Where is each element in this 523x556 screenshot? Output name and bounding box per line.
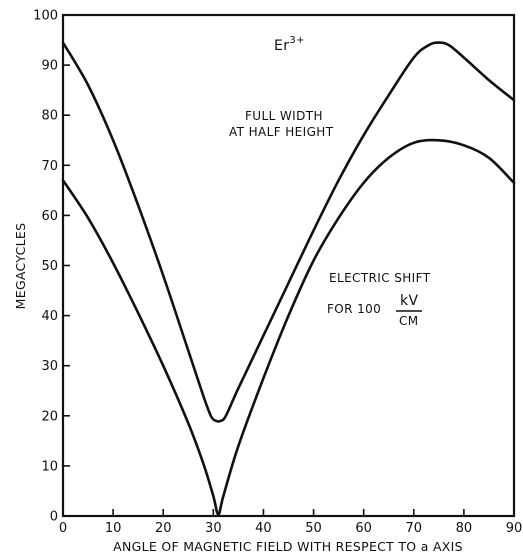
x-tick-label: 10 <box>105 521 122 536</box>
ion-symbol: Er <box>274 38 289 54</box>
series-line-electric-shift <box>61 138 516 516</box>
y-tick-label: 50 <box>41 259 58 274</box>
x-tick-label: 70 <box>406 521 423 536</box>
x-tick-label: 50 <box>305 521 322 536</box>
fwhm-label-line2: AT HALF HEIGHT <box>229 125 334 139</box>
shift-unit-denominator: CM <box>399 314 419 328</box>
x-tick-label: 0 <box>59 521 67 536</box>
y-axis-title: MEGACYCLES <box>13 223 28 310</box>
y-tick-label: 0 <box>50 510 58 525</box>
y-tick-label: 80 <box>41 109 58 124</box>
x-axis-ticks: 0 10 20 30 40 50 60 70 80 90 <box>59 509 522 536</box>
y-tick-label: 90 <box>41 59 58 74</box>
ion-annotation: Er3+ <box>274 35 305 54</box>
fwhm-label-line1: FULL WIDTH <box>245 109 323 123</box>
shift-unit-numerator: kV <box>400 293 419 309</box>
ion-charge: 3+ <box>289 35 305 46</box>
plot-frame <box>61 13 516 518</box>
y-tick-label: 30 <box>41 359 58 374</box>
shift-label-line2: FOR 100 <box>327 302 381 316</box>
x-tick-label: 20 <box>155 521 172 536</box>
series-group <box>61 41 516 516</box>
y-axis-ticks: 0 10 20 30 40 50 60 70 80 90 100 <box>33 9 70 525</box>
y-tick-label: 40 <box>41 309 58 324</box>
y-tick-label: 20 <box>41 409 58 424</box>
y-tick-label: 100 <box>33 9 58 24</box>
y-tick-label: 60 <box>41 209 58 224</box>
x-tick-label: 40 <box>255 521 272 536</box>
y-tick-label: 70 <box>41 159 58 174</box>
series-line-full-width <box>61 41 516 423</box>
x-tick-label: 30 <box>205 521 222 536</box>
x-tick-label: 60 <box>355 521 372 536</box>
y-tick-label: 10 <box>41 459 58 474</box>
x-tick-label: 80 <box>456 521 473 536</box>
x-tick-label: 90 <box>506 521 523 536</box>
shift-label-line1: ELECTRIC SHIFT <box>329 271 431 285</box>
svg-text:Er3+: Er3+ <box>274 35 305 54</box>
x-axis-title: ANGLE OF MAGNETIC FIELD WITH RESPECT TO … <box>113 539 463 554</box>
